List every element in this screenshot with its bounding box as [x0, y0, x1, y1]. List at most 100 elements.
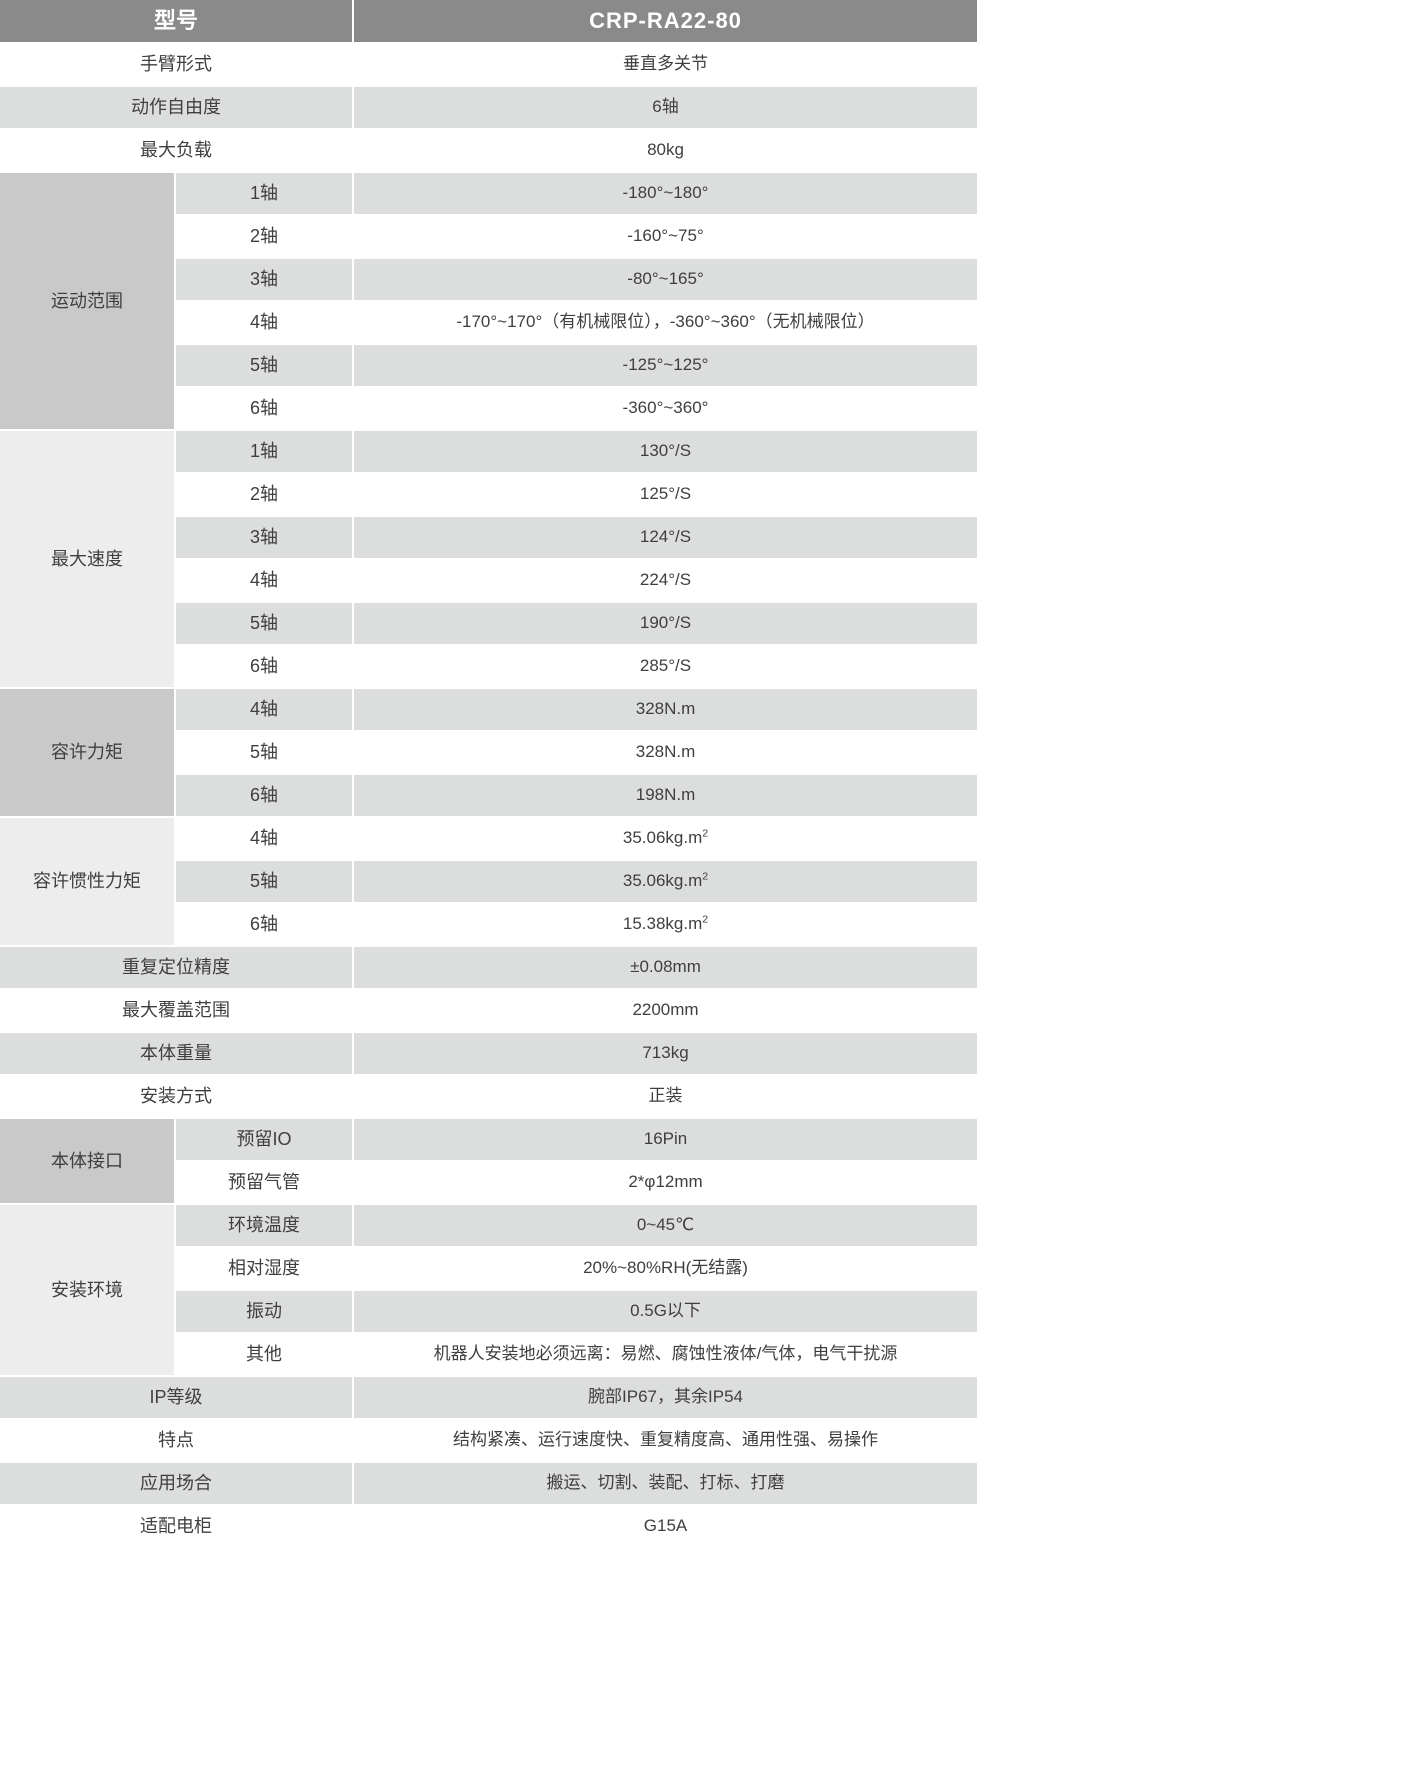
- table-row: 其他 机器人安装地必须远离：易燃、腐蚀性液体/气体，电气干扰源: [0, 1333, 980, 1377]
- row-value: 190°/S: [353, 602, 980, 646]
- row-sublabel: 其他: [175, 1333, 355, 1377]
- row-value: -180°~180°: [353, 172, 980, 216]
- row-value: 15.38kg.m2: [353, 903, 980, 947]
- row-sublabel: 6轴: [175, 387, 355, 431]
- row-label: 适配电柜: [0, 1505, 355, 1549]
- row-value: -80°~165°: [353, 258, 980, 302]
- row-value: 垂直多关节: [353, 43, 980, 87]
- row-sublabel: 预留气管: [175, 1161, 355, 1205]
- table-row: 应用场合 搬运、切割、装配、打标、打磨: [0, 1462, 980, 1506]
- row-value: 6轴: [353, 86, 980, 130]
- row-value: 35.06kg.m2: [353, 817, 980, 861]
- row-sublabel: 振动: [175, 1290, 355, 1334]
- row-value-base: 35.06kg.m: [622, 871, 703, 891]
- row-sublabel: 6轴: [175, 774, 355, 818]
- table-row: 最大速度 1轴 130°/S: [0, 430, 980, 689]
- row-label: 应用场合: [0, 1462, 355, 1506]
- table-row: 最大覆盖范围 2200mm: [0, 989, 980, 1033]
- row-value: 80kg: [353, 129, 980, 173]
- row-value: 正装: [353, 1075, 980, 1119]
- row-value-superscript: 2: [702, 913, 709, 926]
- table-row: 本体接口 预留IO 16Pin: [0, 1118, 980, 1205]
- row-label: 手臂形式: [0, 43, 355, 87]
- row-sublabel: 4轴: [175, 301, 355, 345]
- row-value-superscript: 2: [702, 870, 709, 883]
- table-row: IP等级 腕部IP67，其余IP54: [0, 1376, 980, 1420]
- row-value: 2*φ12mm: [353, 1161, 980, 1205]
- group-label-body-interface: 本体接口: [0, 1118, 176, 1205]
- row-sublabel: 5轴: [175, 731, 355, 775]
- row-sublabel: 环境温度: [175, 1204, 355, 1248]
- row-value: 125°/S: [353, 473, 980, 517]
- row-label: 重复定位精度: [0, 946, 355, 990]
- row-sublabel: 5轴: [175, 860, 355, 904]
- table-row: 最大负载 80kg: [0, 129, 980, 173]
- row-value: -125°~125°: [353, 344, 980, 388]
- row-sublabel: 5轴: [175, 344, 355, 388]
- row-value: 机器人安装地必须远离：易燃、腐蚀性液体/气体，电气干扰源: [353, 1333, 980, 1377]
- row-value: 0~45℃: [353, 1204, 980, 1248]
- row-value: 198N.m: [353, 774, 980, 818]
- row-sublabel: 1轴: [175, 172, 355, 216]
- row-sublabel: 相对湿度: [175, 1247, 355, 1291]
- row-label: IP等级: [0, 1376, 355, 1420]
- row-value: 搬运、切割、装配、打标、打磨: [353, 1462, 980, 1506]
- row-value: 结构紧凑、运行速度快、重复精度高、通用性强、易操作: [353, 1419, 980, 1463]
- table-row: 安装方式 正装: [0, 1075, 980, 1119]
- row-value: -360°~360°: [353, 387, 980, 431]
- row-value-superscript: 2: [702, 827, 709, 840]
- table-row: 容许惯性力矩 4轴 35.06kg.m2: [0, 817, 980, 947]
- row-value: 20%~80%RH(无结露): [353, 1247, 980, 1291]
- table-row: 安装环境 环境温度 0~45℃: [0, 1204, 980, 1377]
- row-sublabel: 2轴: [175, 473, 355, 517]
- row-sublabel: 3轴: [175, 516, 355, 560]
- group-label-allowable-inertia: 容许惯性力矩: [0, 817, 176, 947]
- table-row: 4轴 -170°~170°（有机械限位），-360°~360°（无机械限位）: [0, 301, 980, 345]
- row-value: 0.5G以下: [353, 1290, 980, 1334]
- row-sublabel: 1轴: [175, 430, 355, 474]
- header-model-value: CRP-RA22-80: [353, 0, 980, 44]
- table-row: 适配电柜 G15A: [0, 1505, 980, 1549]
- table-row: 重复定位精度 ±0.08mm: [0, 946, 980, 990]
- table-row: 手臂形式 垂直多关节: [0, 43, 980, 87]
- table-row: 容许力矩 4轴 328N.m: [0, 688, 980, 818]
- row-value: 130°/S: [353, 430, 980, 474]
- table-row: 动作自由度 6轴: [0, 86, 980, 130]
- row-value: G15A: [353, 1505, 980, 1549]
- row-value: 713kg: [353, 1032, 980, 1076]
- group-label-allowable-torque: 容许力矩: [0, 688, 176, 818]
- row-value: -160°~75°: [353, 215, 980, 259]
- row-value-base: 15.38kg.m: [622, 914, 703, 934]
- header-label: 型号: [0, 0, 355, 44]
- row-sublabel: 预留IO: [175, 1118, 355, 1162]
- group-label-motion-range: 运动范围: [0, 172, 176, 431]
- row-label: 最大覆盖范围: [0, 989, 355, 1033]
- row-value: 腕部IP67，其余IP54: [353, 1376, 980, 1420]
- table-row: 运动范围 1轴 -180°~180°: [0, 172, 980, 431]
- row-sublabel: 2轴: [175, 215, 355, 259]
- row-value: 285°/S: [353, 645, 980, 689]
- row-value: 16Pin: [353, 1118, 980, 1162]
- row-value: 124°/S: [353, 516, 980, 560]
- group-label-install-environment: 安装环境: [0, 1204, 176, 1377]
- row-label: 最大负载: [0, 129, 355, 173]
- row-value: 35.06kg.m2: [353, 860, 980, 904]
- row-label: 特点: [0, 1419, 355, 1463]
- table-row: 本体重量 713kg: [0, 1032, 980, 1076]
- row-label: 安装方式: [0, 1075, 355, 1119]
- table-header-row: 型号 CRP-RA22-80: [0, 0, 980, 44]
- row-value: -170°~170°（有机械限位），-360°~360°（无机械限位）: [353, 301, 980, 345]
- row-sublabel: 4轴: [175, 559, 355, 603]
- row-sublabel: 4轴: [175, 817, 355, 861]
- row-value: 328N.m: [353, 731, 980, 775]
- row-sublabel: 6轴: [175, 903, 355, 947]
- row-label: 动作自由度: [0, 86, 355, 130]
- row-value: 328N.m: [353, 688, 980, 732]
- table-row: 特点 结构紧凑、运行速度快、重复精度高、通用性强、易操作: [0, 1419, 980, 1463]
- row-value-base: 35.06kg.m: [622, 828, 703, 848]
- row-value: 2200mm: [353, 989, 980, 1033]
- row-sublabel: 5轴: [175, 602, 355, 646]
- robot-specification-table: 型号 CRP-RA22-80 手臂形式 垂直多关节 动作自由度 6轴 最大负载 …: [0, 0, 980, 1549]
- group-label-max-speed: 最大速度: [0, 430, 176, 689]
- row-sublabel: 4轴: [175, 688, 355, 732]
